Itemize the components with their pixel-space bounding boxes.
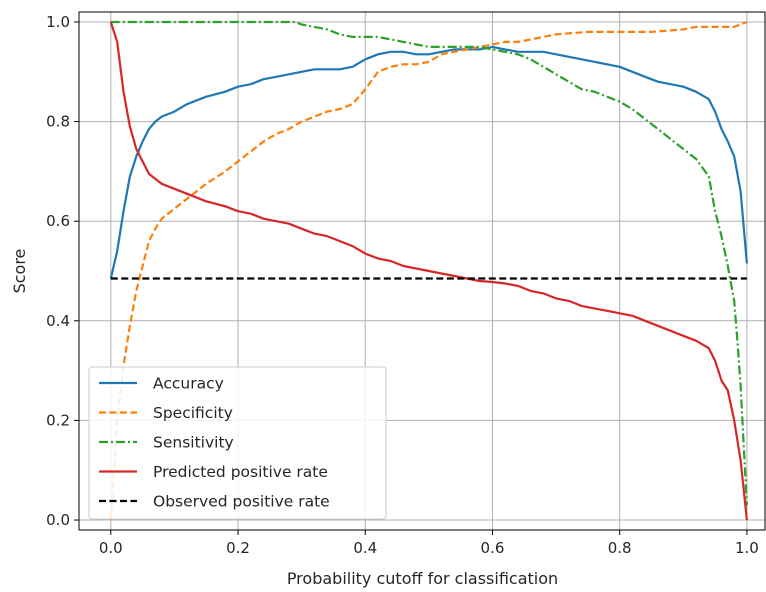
legend-entry-label: Sensitivity xyxy=(153,434,234,452)
x-tick-label: 0.6 xyxy=(481,539,505,557)
y-tick-label: 0.0 xyxy=(46,511,70,529)
x-tick-label: 0.8 xyxy=(608,539,632,557)
legend-entry-label: Predicted positive rate xyxy=(153,463,328,481)
y-tick-label: 0.8 xyxy=(46,113,70,131)
x-tick-label: 0.0 xyxy=(99,539,123,557)
plot-area-frame xyxy=(78,11,766,531)
axis-ticks: 0.0 0.2 0.4 0.6 0.8 1.0 0.0 0.2 0.4 0.6 0.8 1.0 xyxy=(46,13,759,557)
x-tick-label: 1.0 xyxy=(735,539,759,557)
x-tick-label: 0.4 xyxy=(353,539,377,557)
legend-entry-label: Specificity xyxy=(153,404,233,422)
legend-entry-label: Accuracy xyxy=(153,375,224,393)
y-axis-label: Score xyxy=(10,249,29,294)
series-line-predicted-positive-rate xyxy=(109,21,748,521)
y-tick-label: 1.0 xyxy=(46,13,70,31)
x-tick-label: 0.2 xyxy=(226,539,250,557)
x-axis-label: Probability cutoff for classification xyxy=(287,569,558,588)
grid-lines xyxy=(79,12,765,530)
y-tick-label: 0.6 xyxy=(46,212,70,230)
series-line-accuracy xyxy=(109,45,748,279)
legend-box xyxy=(88,366,387,520)
series-line-sensitivity xyxy=(110,20,748,506)
y-tick-label: 0.2 xyxy=(46,411,70,429)
y-tick-label: 0.4 xyxy=(46,312,70,330)
legend-entry-label: Observed positive rate xyxy=(153,493,330,511)
series-line-specificity xyxy=(109,20,748,521)
legend: Accuracy Specificity Sensitivity Predicted … xyxy=(88,366,387,520)
series-lines xyxy=(109,20,748,521)
